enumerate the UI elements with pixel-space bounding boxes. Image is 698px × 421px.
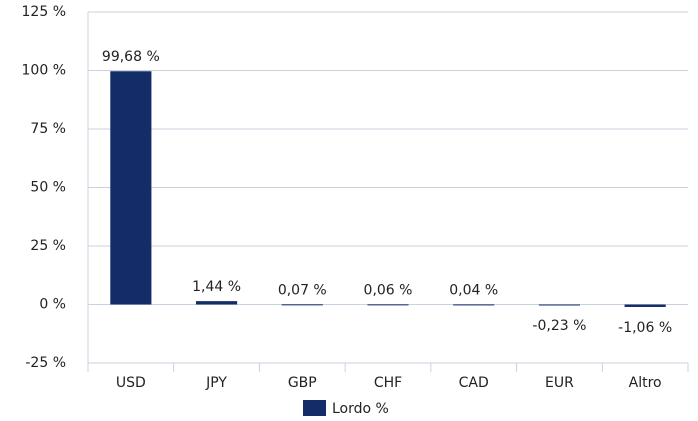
y-tick-label: 75 % — [30, 121, 66, 137]
legend-swatch — [303, 400, 326, 416]
y-tick-label: 100 % — [22, 63, 66, 79]
y-tick-label: -25 % — [25, 355, 66, 371]
bar — [538, 304, 580, 306]
x-tick-label: USD — [116, 375, 146, 391]
value-label: -1,06 % — [618, 320, 672, 336]
value-label: 99,68 % — [102, 49, 160, 65]
bar — [367, 304, 409, 306]
value-label: -0,23 % — [532, 318, 586, 334]
bar — [281, 304, 323, 306]
x-tick-label: Altro — [629, 375, 662, 391]
x-tick-label: CHF — [374, 375, 402, 391]
x-tick-label: GBP — [288, 375, 317, 391]
bar — [453, 304, 495, 306]
y-tick-label: 0 % — [39, 297, 66, 313]
x-tick-label: CAD — [459, 375, 489, 391]
y-tick-label: 125 % — [22, 4, 66, 20]
bar — [624, 304, 666, 307]
value-label: 1,44 % — [192, 279, 241, 295]
x-tick-label: EUR — [545, 375, 574, 391]
y-tick-label: 50 % — [30, 180, 66, 196]
value-label: 0,07 % — [278, 282, 327, 298]
x-tick-label: JPY — [205, 375, 227, 391]
legend-label: Lordo % — [332, 401, 389, 417]
bar — [110, 71, 152, 305]
bar — [196, 301, 238, 305]
y-tick-label: 25 % — [30, 238, 66, 254]
value-label: 0,06 % — [364, 282, 413, 298]
value-label: 0,04 % — [449, 282, 498, 298]
